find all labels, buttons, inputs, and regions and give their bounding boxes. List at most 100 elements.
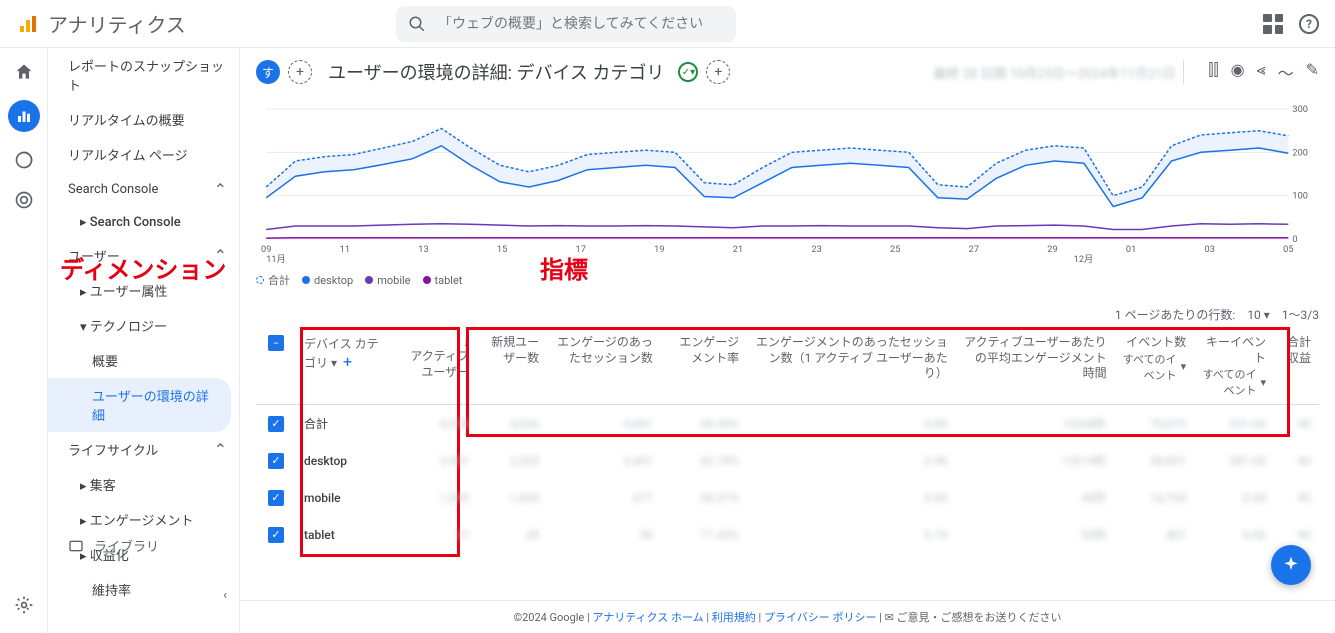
- legend-desktop[interactable]: desktop: [302, 274, 353, 287]
- col-key-events[interactable]: キーイベントすべてのイベント ▾: [1194, 329, 1274, 405]
- nav-tech-detail[interactable]: ユーザーの環境の詳細: [48, 378, 231, 432]
- explore-icon[interactable]: [12, 148, 36, 172]
- svg-text:300: 300: [1292, 105, 1308, 115]
- col-engagement-rate[interactable]: エンゲージメント率: [661, 329, 747, 405]
- search-box[interactable]: [396, 6, 736, 42]
- top-header: アナリティクス ?: [0, 0, 1335, 48]
- chart-container: 0100200300091113151719212325272901030511…: [240, 96, 1335, 300]
- legend-total[interactable]: 合計: [256, 272, 290, 288]
- col-new-users[interactable]: 新規ユーザー数: [477, 329, 547, 405]
- svg-text:23: 23: [811, 245, 821, 255]
- legend-tablet[interactable]: tablet: [423, 274, 463, 287]
- table-row[interactable]: 合計4,5784,2364,09165.48%0.891分08秒75,07229…: [256, 405, 1319, 443]
- share-icon[interactable]: ⪡: [1257, 60, 1266, 84]
- sparkle-icon: [1281, 555, 1301, 575]
- row-checkbox[interactable]: [256, 516, 296, 553]
- col-total-revenue[interactable]: 合計収益: [1274, 329, 1319, 405]
- nav-snapshot[interactable]: レポートのスナップショット: [48, 48, 239, 102]
- nav-acquisition[interactable]: ▸ 集客: [48, 467, 239, 502]
- nav-tech-overview[interactable]: 概要: [48, 343, 239, 378]
- table-row[interactable]: desktop3,5073,2053,40162.78%0.961分14秒58,…: [256, 442, 1319, 479]
- data-table: デバイス カテゴリ ▾+ ↓ アクティブ ユーザー 新規ユーザー数 エンゲージの…: [256, 329, 1319, 553]
- row-label: mobile: [296, 479, 391, 516]
- col-avg-engagement[interactable]: アクティブユーザーあたりの平均エンゲージメント時間: [956, 329, 1115, 405]
- rows-per-page-select[interactable]: 10 ▾: [1247, 308, 1270, 322]
- nav-retention[interactable]: 維持率: [48, 572, 239, 607]
- assist-fab[interactable]: [1271, 545, 1311, 585]
- table-row[interactable]: tablet37283071.43%0.7455秒4070.00¥0: [256, 516, 1319, 553]
- line-chart: 0100200300091113151719212325272901030511…: [256, 104, 1319, 264]
- chevron-up-icon: ⌃: [214, 180, 227, 199]
- add-comparison-button[interactable]: +: [706, 60, 730, 84]
- table-pagination: 1 ページあたりの行数: 10 ▾ 1〜3/3: [240, 300, 1335, 329]
- row-checkbox[interactable]: [256, 479, 296, 516]
- svg-text:19: 19: [654, 245, 664, 255]
- apps-icon[interactable]: [1263, 14, 1283, 34]
- row-label: desktop: [296, 442, 391, 479]
- sidebar-nav: レポートのスナップショット リアルタイムの概要 リアルタイム ページ Searc…: [48, 48, 240, 633]
- nav-lifecycle-header[interactable]: ライフサイクル⌃: [48, 432, 239, 467]
- col-event-count[interactable]: イベント数すべてのイベント ▾: [1115, 329, 1194, 405]
- nav-realtime-page[interactable]: リアルタイム ページ: [48, 137, 239, 172]
- segment-badge[interactable]: す: [256, 60, 280, 84]
- nav-technology[interactable]: ▾ テクノロジー: [48, 308, 239, 343]
- svg-text:0: 0: [1292, 235, 1297, 245]
- nav-realtime-overview[interactable]: リアルタイムの概要: [48, 102, 239, 137]
- advertising-icon[interactable]: [12, 188, 36, 212]
- row-checkbox[interactable]: [256, 405, 296, 443]
- nav-library[interactable]: ライブラリ: [48, 528, 239, 563]
- footer-link-privacy[interactable]: プライバシー ポリシー: [764, 611, 877, 624]
- search-icon: [408, 15, 426, 33]
- left-icon-rail: [0, 48, 48, 633]
- collapse-sidebar-icon[interactable]: ‹: [223, 588, 227, 603]
- table-row[interactable]: mobile1,0401,00967758.31%0.6546秒14,7640.…: [256, 479, 1319, 516]
- svg-text:11月: 11月: [266, 254, 286, 264]
- svg-text:100: 100: [1292, 192, 1308, 202]
- report-toolbar: す + ユーザーの環境の詳細: デバイス カテゴリ ✓▾ + 最終 28 日間 …: [240, 48, 1335, 96]
- svg-text:200: 200: [1292, 148, 1308, 158]
- insights-icon[interactable]: ◉: [1231, 60, 1245, 84]
- main-content: す + ユーザーの環境の詳細: デバイス カテゴリ ✓▾ + 最終 28 日間 …: [240, 48, 1335, 633]
- footer-link-terms[interactable]: 利用規約: [712, 611, 756, 624]
- pagination-range: 1〜3/3: [1282, 306, 1319, 323]
- settings-icon[interactable]: [12, 593, 36, 617]
- svg-text:11: 11: [340, 245, 350, 255]
- svg-text:09: 09: [261, 245, 271, 255]
- edit-icon[interactable]: ✎: [1306, 60, 1319, 84]
- svg-text:29: 29: [1047, 245, 1057, 255]
- customize-icon[interactable]: ⫿⫿: [1208, 60, 1218, 84]
- col-active-users[interactable]: ↓ アクティブ ユーザー: [391, 329, 477, 405]
- home-icon[interactable]: [12, 60, 36, 84]
- col-engaged-sessions[interactable]: エンゲージのあったセッション数: [547, 329, 661, 405]
- trend-icon[interactable]: 〜: [1278, 60, 1294, 84]
- date-range-picker[interactable]: 最終 28 日間 10月25日〜2024年11月21日: [933, 63, 1175, 82]
- nav-search-console-header[interactable]: Search Console⌃: [48, 172, 239, 207]
- row-checkbox[interactable]: [256, 442, 296, 479]
- search-input[interactable]: [438, 16, 724, 32]
- svg-text:25: 25: [890, 245, 900, 255]
- add-segment-button[interactable]: +: [288, 60, 312, 84]
- chevron-up-icon: ⌃: [214, 440, 227, 459]
- help-icon[interactable]: ?: [1299, 14, 1319, 34]
- nav-search-console[interactable]: ▸ Search Console: [48, 207, 239, 238]
- row-label: 合計: [296, 405, 391, 443]
- select-all-checkbox[interactable]: [256, 329, 296, 405]
- dimension-header[interactable]: デバイス カテゴリ ▾+: [296, 329, 391, 405]
- logo[interactable]: アナリティクス: [16, 9, 196, 38]
- col-sessions-per-user[interactable]: エンゲージメントのあったセッション数（1 アクティブ ユーザーあたり）: [747, 329, 956, 405]
- row-label: tablet: [296, 516, 391, 553]
- verified-icon[interactable]: ✓▾: [678, 62, 698, 82]
- chart-legend: 合計 desktop mobile tablet: [256, 268, 1319, 292]
- svg-text:01: 01: [1126, 245, 1136, 255]
- reports-icon[interactable]: [8, 100, 40, 132]
- analytics-logo-icon: [16, 12, 40, 36]
- svg-text:21: 21: [733, 245, 743, 255]
- svg-text:15: 15: [497, 245, 507, 255]
- library-icon: [68, 538, 84, 554]
- report-title: ユーザーの環境の詳細: デバイス カテゴリ: [328, 59, 664, 85]
- footer-link-home[interactable]: アナリティクス ホーム: [592, 611, 703, 624]
- add-dimension-button[interactable]: +: [343, 352, 352, 371]
- svg-text:03: 03: [1205, 245, 1215, 255]
- svg-text:05: 05: [1283, 245, 1293, 255]
- legend-mobile[interactable]: mobile: [365, 274, 410, 287]
